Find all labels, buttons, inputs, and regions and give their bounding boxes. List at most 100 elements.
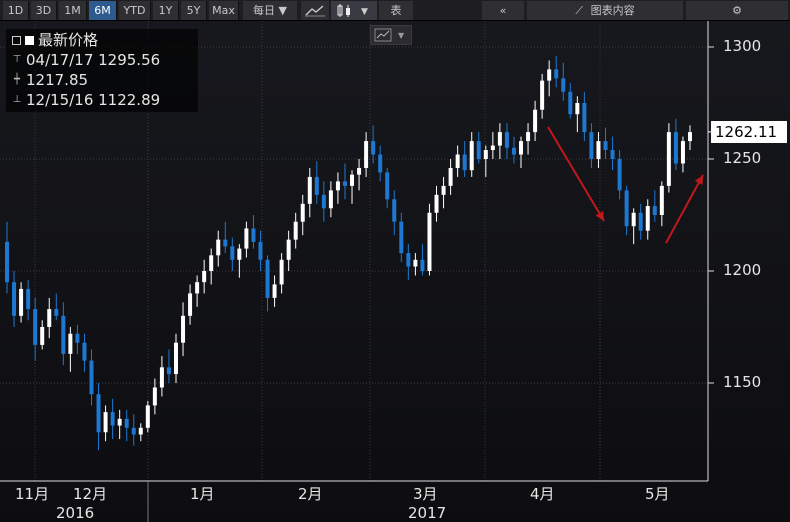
candle-body <box>124 418 129 428</box>
frequency-dropdown[interactable]: 每日 ▼ <box>243 1 297 20</box>
candle-body <box>265 259 270 298</box>
candle-body <box>335 181 340 191</box>
candle-body <box>652 206 657 215</box>
x-month-label: 5月 <box>645 485 670 503</box>
candle-body <box>26 288 31 310</box>
candle-body <box>434 194 439 213</box>
candle-body <box>223 239 228 247</box>
series-swatch-icon <box>25 35 34 45</box>
mini-line-chart-icon: ▼ <box>374 28 405 42</box>
x-month-label: 1月 <box>190 485 215 503</box>
range-1d-button[interactable]: 1D <box>3 1 29 20</box>
candle-body <box>659 185 664 215</box>
line-chart-type-button[interactable] <box>301 1 329 20</box>
candle-body <box>455 154 460 168</box>
y-tick-label: 1150 <box>723 373 762 391</box>
line-chart-icon <box>305 5 325 17</box>
candle-body <box>413 259 418 267</box>
legend-title: 最新价格 <box>38 31 99 49</box>
candle-body <box>603 141 608 151</box>
range-1m-button[interactable]: 1M <box>59 1 87 20</box>
trend-arrow-head <box>694 175 703 185</box>
candle-body <box>561 78 566 92</box>
candle-body <box>244 228 249 249</box>
candle-body <box>89 360 94 395</box>
candle-body <box>61 315 66 354</box>
table-view-button[interactable]: 表 <box>379 1 413 20</box>
candle-body <box>117 418 122 426</box>
chart-legend: 最新价格 ⊤ 04/17/17 1295.56 ┿ 1217.85 ⊥ 12/1… <box>6 29 198 112</box>
candle-body <box>519 141 524 155</box>
x-month-label: 3月 <box>413 485 438 503</box>
range-5y-button[interactable]: 5Y <box>181 1 207 20</box>
range-max-button[interactable]: Max <box>209 1 239 20</box>
candle-body <box>504 132 509 148</box>
candle-body <box>300 203 305 222</box>
candle-body <box>462 154 467 171</box>
chevron-down-icon: ▼ <box>278 4 287 17</box>
low-marker-icon: ⊥ <box>12 94 22 105</box>
candle-body <box>406 253 411 267</box>
range-6m-button[interactable]: 6M <box>89 1 117 20</box>
candle-body <box>490 145 495 151</box>
candle-body <box>483 150 488 159</box>
candle-body <box>96 394 101 433</box>
candle-body <box>216 239 221 256</box>
collapse-box-icon[interactable] <box>12 35 21 45</box>
candle-body <box>631 212 636 227</box>
candle-body <box>575 103 580 115</box>
candle-body <box>293 221 298 240</box>
candle-body <box>145 405 150 428</box>
svg-text:▼: ▼ <box>361 7 368 17</box>
candle-body <box>40 327 45 345</box>
candle-body <box>554 69 559 79</box>
high-marker-icon: ⊤ <box>12 54 22 65</box>
chart-toolbar: 1D 3D 1M 6M YTD 1Y 5Y Max 每日 ▼ ▼ 表 « ⟋ 图… <box>0 0 790 21</box>
legend-high-row: ⊤ 04/17/17 1295.56 <box>10 50 194 70</box>
candle-body <box>33 309 38 345</box>
range-ytd-button[interactable]: YTD <box>119 1 151 20</box>
chart-area: ▼ 最新价格 ⊤ 04/17/17 1295.56 ┿ 1217.85 ⊥ 12… <box>0 21 790 522</box>
legend-mid-row: ┿ 1217.85 <box>10 70 194 90</box>
legend-title-row: 最新价格 <box>10 30 194 50</box>
trend-arrow-head <box>595 211 604 221</box>
candle-body <box>307 176 312 204</box>
candle-body <box>173 342 178 375</box>
candle-body <box>399 221 404 254</box>
mid-marker-icon: ┿ <box>13 74 21 85</box>
y-tick-label: 1300 <box>723 37 762 55</box>
candle-body <box>511 147 516 155</box>
candle-body <box>202 271 207 283</box>
candle-body <box>195 282 200 294</box>
candle-body <box>582 103 587 133</box>
candle-body <box>230 246 235 260</box>
candle-body <box>420 259 425 271</box>
svg-text:▼: ▼ <box>398 31 405 40</box>
candle-chart-type-button[interactable]: ▼ <box>331 1 377 20</box>
candle-body <box>258 241 263 260</box>
range-3d-button[interactable]: 3D <box>31 1 57 20</box>
candle-body <box>19 288 24 316</box>
trend-arrow-line <box>665 174 704 244</box>
chart-type-mini-button[interactable]: ▼ <box>370 25 412 45</box>
candle-body <box>540 80 545 110</box>
candle-body <box>638 212 643 231</box>
candle-body <box>357 167 362 175</box>
candle-body <box>568 91 573 115</box>
price-chart <box>0 21 714 522</box>
chart-contents-button[interactable]: ⟋ 图表内容 <box>527 1 683 20</box>
x-month-label: 2月 <box>298 485 323 503</box>
settings-button[interactable]: ⚙ <box>686 1 788 20</box>
collapse-panel-button[interactable]: « <box>482 1 524 20</box>
candle-body <box>5 241 9 283</box>
legend-high-value: 04/17/17 1295.56 <box>26 51 161 69</box>
candle-body <box>547 69 552 81</box>
candle-body <box>680 141 685 164</box>
candle-body <box>321 194 326 209</box>
candle-body <box>476 141 481 159</box>
range-1y-button[interactable]: 1Y <box>153 1 179 20</box>
candle-body <box>188 293 193 316</box>
last-price-tag: 1262.11 <box>711 121 787 143</box>
y-tick-label: 1250 <box>723 149 762 167</box>
legend-mid-value: 1217.85 <box>26 71 89 89</box>
